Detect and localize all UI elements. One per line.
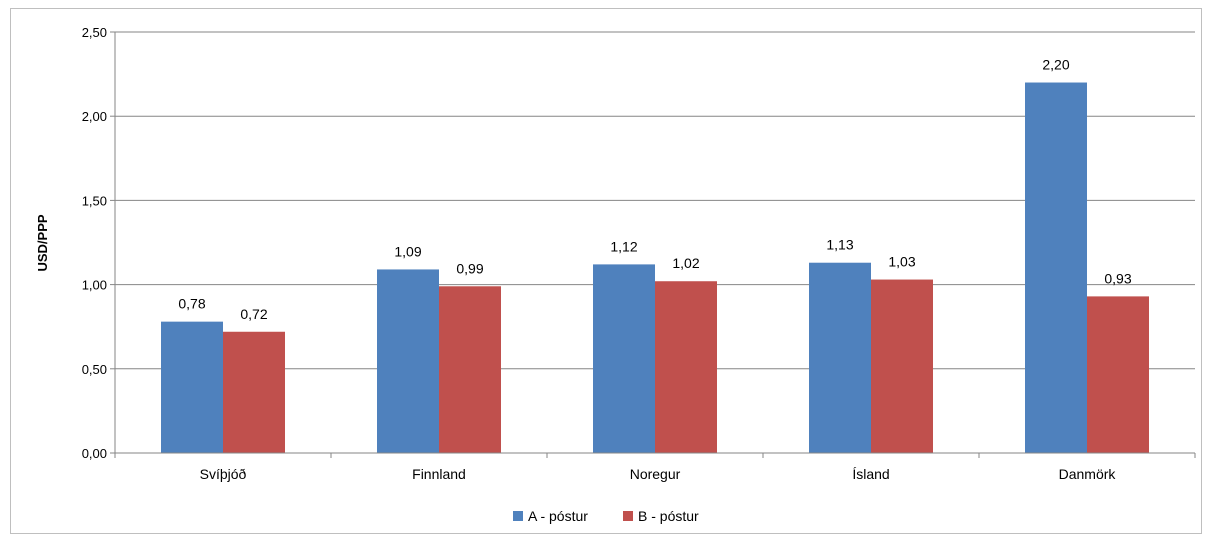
data-label: 1,09 — [394, 243, 421, 259]
y-tick-label: 1,00 — [82, 278, 107, 293]
y-axis: 0,00 0,50 1,00 1,50 2,00 2,50 — [82, 25, 116, 461]
data-label: 1,13 — [826, 237, 853, 253]
data-label: 0,99 — [456, 260, 483, 276]
bar — [871, 279, 933, 453]
y-tick-label: 2,00 — [82, 109, 107, 124]
y-tick-label: 0,00 — [82, 446, 107, 461]
y-tick-label: 2,50 — [82, 25, 107, 40]
bar — [1087, 296, 1149, 453]
x-tick-label: Danmörk — [1059, 466, 1117, 482]
data-labels: 0,78 0,72 1,09 0,99 1,12 1,02 1,13 1,03 2,20 0,93 — [178, 57, 1131, 322]
data-label: 2,20 — [1042, 57, 1069, 73]
y-tick-label: 0,50 — [82, 362, 107, 377]
data-label: 1,02 — [672, 255, 699, 271]
bar — [809, 262, 871, 453]
legend-label: A - póstur — [528, 508, 588, 524]
legend-swatch — [513, 511, 523, 521]
bar — [1025, 82, 1087, 454]
legend: A - póstur B - póstur — [513, 508, 699, 524]
bar — [655, 281, 717, 453]
legend-swatch — [623, 511, 633, 521]
data-label: 1,03 — [888, 254, 915, 270]
bar — [439, 286, 501, 453]
y-tick-label: 1,50 — [82, 193, 107, 208]
bar — [223, 331, 285, 453]
data-label: 0,93 — [1104, 270, 1131, 286]
bar — [593, 264, 655, 453]
x-tick-label: Svíþjóð — [200, 466, 247, 482]
x-tick-label: Finnland — [412, 466, 466, 482]
bars — [161, 82, 1149, 454]
x-tick-label: Noregur — [630, 466, 681, 482]
bar — [377, 269, 439, 453]
x-axis: Svíþjóð Finnland Noregur Ísland Danmörk — [114, 452, 1196, 482]
data-label: 0,78 — [178, 296, 205, 312]
data-label: 1,12 — [610, 238, 637, 254]
data-label: 0,72 — [240, 306, 267, 322]
bar — [161, 321, 223, 453]
legend-label: B - póstur — [638, 508, 699, 524]
x-tick-label: Ísland — [852, 466, 889, 482]
y-axis-title: USD/PPP — [35, 214, 50, 271]
